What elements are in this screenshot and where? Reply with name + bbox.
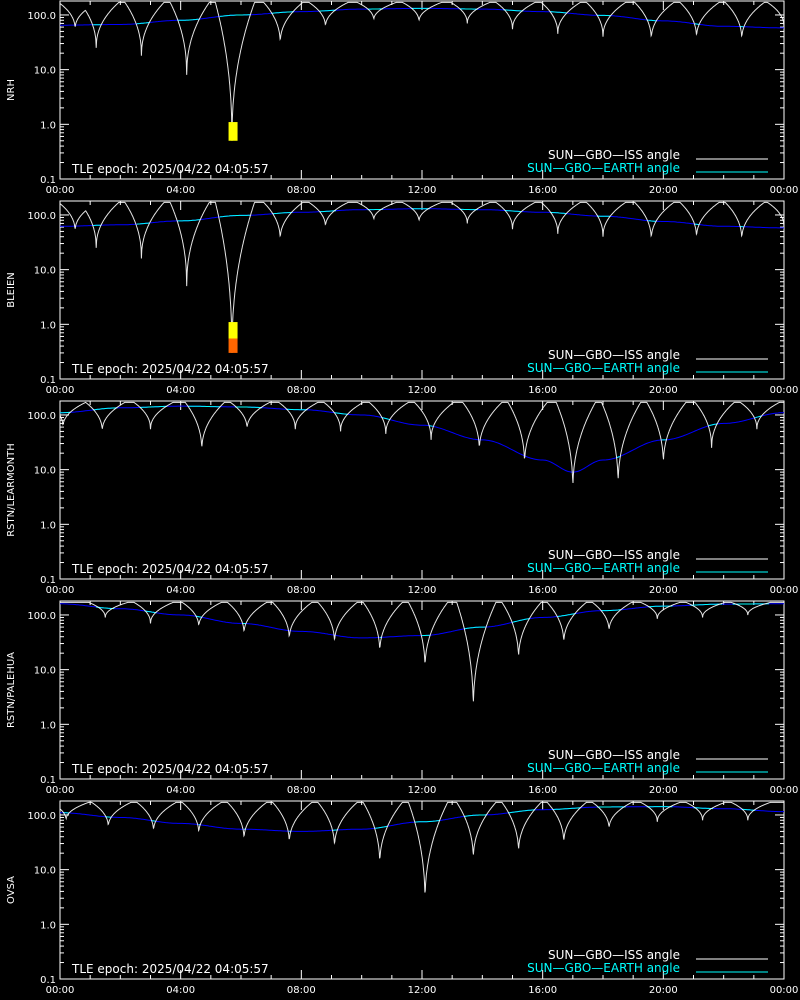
earth-angle-curve <box>60 806 784 832</box>
x-tick-label: 04:00 <box>166 985 195 996</box>
x-tick-label: 12:00 <box>408 985 437 996</box>
legend-iss-label: SUN—GBO—ISS angle <box>548 148 680 162</box>
tle-epoch-label: TLE epoch: 2025/04/22 04:05:57 <box>71 362 269 376</box>
chart-panel-5: 100.010.01.00.100:00 04:00 08:00 12:00 16:00… <box>6 800 799 996</box>
earth-angle-visible-curve <box>96 603 769 638</box>
y-tick-label: 1.0 <box>40 920 56 931</box>
x-tick-label: 00:00 <box>46 785 75 796</box>
y-tick-label: 100.0 <box>27 211 56 222</box>
x-tick-label: 16:00 <box>528 785 557 796</box>
legend-earth-label: SUN—GBO—EARTH angle <box>527 961 680 975</box>
x-tick-label: 00:00 <box>46 585 75 596</box>
x-tick-label: 00:00 <box>46 185 75 196</box>
x-tick-label: 16:00 <box>528 185 557 196</box>
legend-iss-label: SUN—GBO—ISS angle <box>548 548 680 562</box>
iss-angle-curve <box>59 201 785 353</box>
x-tick-label: 00:00 <box>46 385 75 396</box>
y-tick-label: 0.1 <box>40 375 56 386</box>
y-tick-label: 10.0 <box>34 666 56 677</box>
x-tick-label: 20:00 <box>649 585 678 596</box>
x-tick-label: 00:00 <box>770 385 799 396</box>
x-tick-label: 16:00 <box>528 585 557 596</box>
earth-angle-curve <box>60 405 784 473</box>
x-tick-label: 08:00 <box>287 785 316 796</box>
x-tick-label: 08:00 <box>287 385 316 396</box>
iss-angle-curve <box>59 401 784 484</box>
x-tick-label: 08:00 <box>287 985 316 996</box>
tle-epoch-label: TLE epoch: 2025/04/22 04:05:57 <box>71 962 269 976</box>
x-tick-label: 20:00 <box>649 385 678 396</box>
x-tick-label: 12:00 <box>408 585 437 596</box>
legend-iss-label: SUN—GBO—ISS angle <box>548 348 680 362</box>
x-tick-label: 04:00 <box>166 785 195 796</box>
y-tick-label: 0.1 <box>40 175 56 186</box>
chart-panel-3: 100.010.01.00.100:00 04:00 08:00 12:00 16:00… <box>6 400 799 596</box>
x-tick-label: 04:00 <box>166 185 195 196</box>
legend-iss-label: SUN—GBO—ISS angle <box>548 748 680 762</box>
earth-angle-visible-curve <box>62 806 756 832</box>
legend-earth-label: SUN—GBO—EARTH angle <box>527 361 680 375</box>
x-tick-label: 08:00 <box>287 585 316 596</box>
y-tick-label: 100.0 <box>27 811 56 822</box>
legend-earth-label: SUN—GBO—EARTH angle <box>527 161 680 175</box>
iss-angle-curve <box>59 801 784 893</box>
x-tick-label: 04:00 <box>166 385 195 396</box>
earth-angle-curve <box>60 208 784 229</box>
y-tick-label: 10.0 <box>34 66 56 77</box>
y-tick-label: 10.0 <box>34 266 56 277</box>
iss-angle-curve <box>60 601 784 702</box>
conjunction-marker <box>228 338 238 353</box>
x-tick-label: 16:00 <box>528 385 557 396</box>
y-axis-title: NRH <box>6 79 17 101</box>
y-tick-label: 0.1 <box>40 575 56 586</box>
legend-iss-label: SUN—GBO—ISS angle <box>548 948 680 962</box>
y-tick-label: 1.0 <box>40 120 56 131</box>
y-axis-title: RSTN/LEARMONTH <box>6 443 17 537</box>
tle-epoch-label: TLE epoch: 2025/04/22 04:05:57 <box>71 162 269 176</box>
x-tick-label: 12:00 <box>408 185 437 196</box>
y-tick-label: 100.0 <box>27 611 56 622</box>
x-tick-label: 00:00 <box>770 585 799 596</box>
earth-angle-visible-curve <box>93 209 784 228</box>
x-tick-label: 20:00 <box>649 985 678 996</box>
x-tick-label: 16:00 <box>528 985 557 996</box>
chart-panel-4: 100.010.01.00.100:00 04:00 08:00 12:00 16:00… <box>6 600 799 796</box>
conjunction-marker <box>228 122 238 141</box>
x-tick-label: 12:00 <box>408 785 437 796</box>
x-tick-label: 00:00 <box>770 985 799 996</box>
legend-earth-label: SUN—GBO—EARTH angle <box>527 561 680 575</box>
conjunction-marker <box>228 322 238 339</box>
y-tick-label: 10.0 <box>34 466 56 477</box>
y-tick-label: 1.0 <box>40 720 56 731</box>
earth-angle-curve <box>60 7 784 29</box>
y-axis-title: RSTN/PALEHUA <box>6 652 17 728</box>
y-axis-title: OVSA <box>6 876 17 904</box>
tle-epoch-label: TLE epoch: 2025/04/22 04:05:57 <box>71 762 269 776</box>
x-tick-label: 00:00 <box>46 985 75 996</box>
x-tick-label: 20:00 <box>649 785 678 796</box>
tle-epoch-label: TLE epoch: 2025/04/22 04:05:57 <box>71 562 269 576</box>
y-tick-label: 0.1 <box>40 975 56 986</box>
x-tick-label: 20:00 <box>649 185 678 196</box>
earth-angle-visible-curve <box>60 405 762 459</box>
x-tick-label: 08:00 <box>287 185 316 196</box>
y-tick-label: 1.0 <box>40 320 56 331</box>
x-tick-label: 00:00 <box>770 185 799 196</box>
x-tick-label: 12:00 <box>408 385 437 396</box>
chart-panel-1: 100.010.01.00.100:00 04:00 08:00 12:00 16:00… <box>6 0 799 196</box>
x-tick-label: 04:00 <box>166 585 195 596</box>
y-tick-label: 100.0 <box>27 11 56 22</box>
y-tick-label: 100.0 <box>27 411 56 422</box>
iss-angle-curve <box>59 1 785 141</box>
y-tick-label: 1.0 <box>40 520 56 531</box>
x-tick-label: 00:00 <box>770 785 799 796</box>
chart-panel-2: 100.010.01.00.100:00 04:00 08:00 12:00 16:00… <box>6 200 799 396</box>
legend-earth-label: SUN—GBO—EARTH angle <box>527 761 680 775</box>
y-tick-label: 0.1 <box>40 775 56 786</box>
y-tick-label: 10.0 <box>34 866 56 877</box>
y-axis-title: BLEIEN <box>6 272 17 308</box>
